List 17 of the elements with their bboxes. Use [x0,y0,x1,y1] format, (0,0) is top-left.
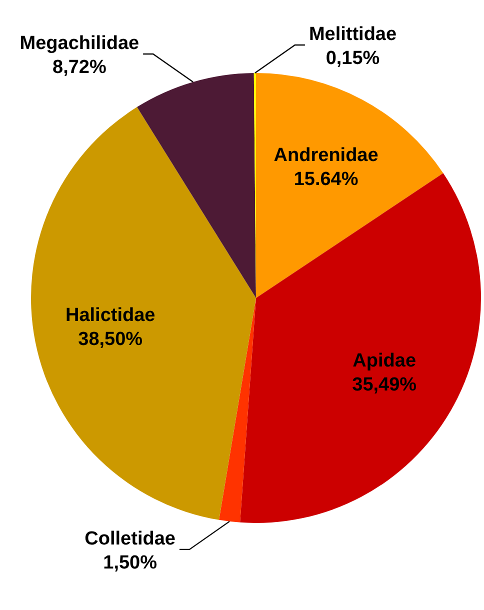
slice-label: Halictidae [65,304,156,326]
pie-slice [256,73,444,298]
slice-label: Apidae [352,350,416,372]
data-label: 8,72% [52,56,106,78]
pie-slice [136,73,256,298]
data-label: 1,50% [103,552,158,574]
slice-label: Colletidae [84,528,176,550]
data-label: 0,15% [326,48,380,70]
pie-slice [240,173,481,523]
pie-slice [218,298,256,522]
data-label: 15.64% [294,169,358,190]
pie-slice [31,107,256,520]
data-label: 35,49% [352,374,417,396]
data-label: 38,50% [78,328,143,350]
slice-label: Megachilidae [20,32,140,54]
slice-label: Melittidae [308,24,397,46]
slice-label: Andrenidae [274,145,378,166]
